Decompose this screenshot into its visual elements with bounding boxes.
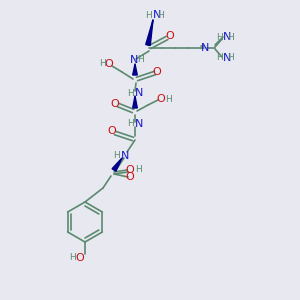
Text: H: H — [138, 56, 144, 64]
Text: O: O — [105, 59, 113, 69]
Text: O: O — [153, 67, 161, 77]
Text: H: H — [145, 11, 152, 20]
Text: O: O — [111, 99, 119, 109]
Text: H: H — [127, 119, 134, 128]
Text: H: H — [228, 32, 234, 41]
Text: O: O — [126, 165, 134, 175]
Text: N: N — [223, 32, 231, 42]
Text: O: O — [166, 31, 174, 41]
Text: O: O — [126, 172, 134, 182]
Text: H: H — [216, 53, 223, 62]
Text: H: H — [113, 152, 120, 160]
Polygon shape — [146, 20, 153, 46]
Text: H: H — [135, 166, 141, 175]
Text: N: N — [153, 10, 161, 20]
Text: N: N — [121, 151, 129, 161]
Text: H: H — [165, 94, 171, 103]
Text: N: N — [130, 55, 138, 65]
Text: H: H — [70, 254, 76, 262]
Polygon shape — [133, 96, 137, 108]
Text: O: O — [108, 126, 116, 136]
Text: N: N — [135, 119, 143, 129]
Text: H: H — [158, 11, 164, 20]
Text: H: H — [228, 53, 234, 62]
Polygon shape — [112, 158, 122, 171]
Text: O: O — [157, 94, 165, 104]
Text: H: H — [99, 58, 105, 68]
Text: N: N — [135, 88, 143, 98]
Text: N: N — [201, 43, 209, 53]
Text: N: N — [223, 53, 231, 63]
Polygon shape — [133, 64, 137, 75]
Text: H: H — [127, 88, 134, 98]
Text: O: O — [76, 253, 84, 263]
Text: H: H — [216, 32, 223, 41]
